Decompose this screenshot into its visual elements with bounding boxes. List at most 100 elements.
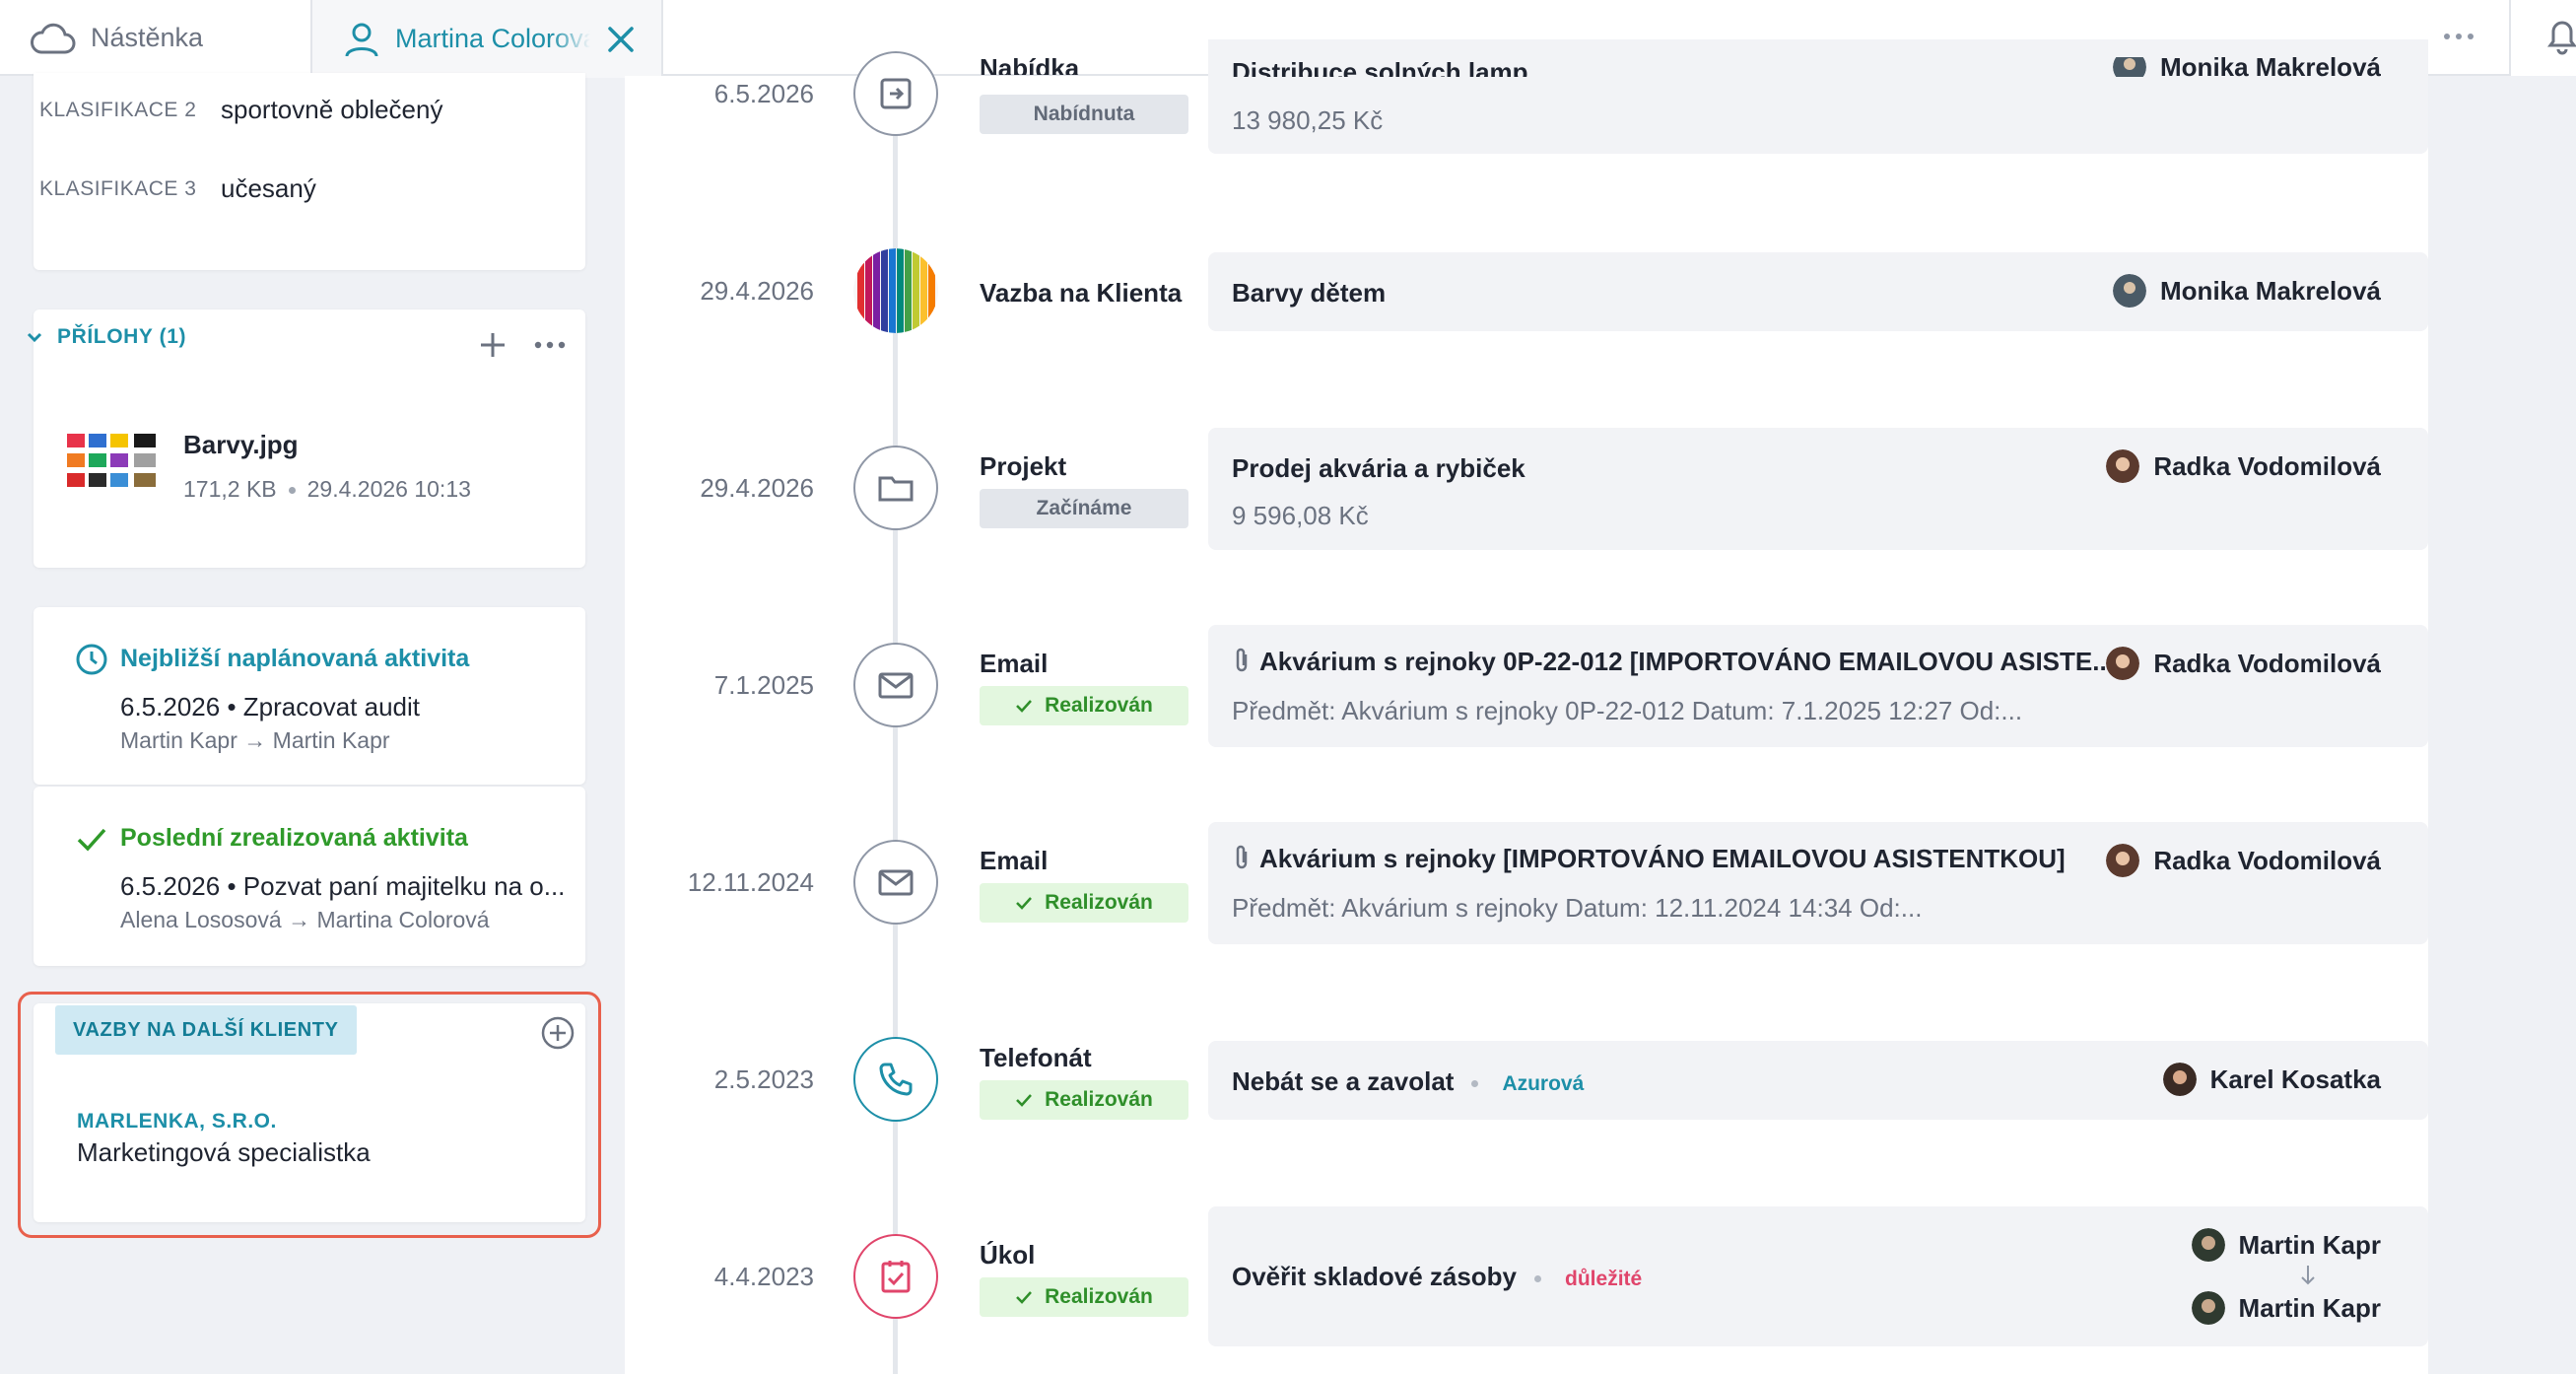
mail-icon [878,672,914,699]
avatar [2113,57,2147,77]
planned-activity-to: Martin Kapr [272,727,390,753]
relation-role: Marketingová specialistka [77,1137,371,1167]
attachment-file-name[interactable]: Barvy.jpg [183,430,299,459]
check-icon [1016,700,1033,713]
paperclip-icon [1236,648,1248,672]
add-circle-icon[interactable] [540,1015,576,1051]
right-background-strip [2428,76,2576,1374]
timeline-person-name: Karel Kosatka [2209,1064,2381,1094]
timeline-status: Realizován [980,1277,1188,1317]
timeline-card-title-text: Akvárium s rejnoky [IMPORTOVÁNO EMAILOVO… [1259,844,2066,873]
timeline-type: Nabídka [980,53,1080,75]
notifications-area [2509,0,2576,76]
folder-icon [878,476,914,502]
timeline-status: Realizován [980,1080,1188,1120]
timeline-status-label: Realizován [1045,891,1153,914]
more-horizontal-icon[interactable] [2442,20,2475,53]
last-activity-card[interactable] [34,787,585,966]
avatar [2191,1228,2225,1262]
classification-key: KLASIFIKACE 3 [39,176,197,200]
pencils-image-icon [853,248,938,333]
arrow-down-icon [2301,1266,2315,1285]
image-thumbnail-icon[interactable] [65,430,160,501]
timeline-tag: Azurová [1502,1072,1585,1095]
task-icon [881,1261,911,1293]
timeline-card[interactable]: Nebát se a zavolat Azurová Karel Kosatka [1208,1041,2428,1120]
timeline-card[interactable]: Barvy dětem Monika Makrelová [1208,252,2428,331]
relations-header: VAZBY NA DALŠÍ KLIENTY [55,1005,357,1055]
timeline-card[interactable]: Distribuce solných lamp 13 980,25 Kč Mon… [1208,39,2428,154]
avatar [2106,449,2140,483]
last-activity-text: Pozvat paní majitelku na o... [242,871,566,901]
classification-value: učesaný [221,173,316,203]
timeline-person-name: Monika Makrelová [2160,57,2381,77]
last-activity-date: 6.5.2026 [120,871,221,901]
attachments-header[interactable]: PŘÍLOHY (1) [24,325,186,349]
planned-activity-text: Zpracovat audit [242,692,420,721]
timeline-type: Úkol [980,1240,1036,1270]
timeline-person-name: Radka Vodomilová [2153,648,2381,678]
add-icon[interactable] [477,329,508,361]
timeline-card[interactable]: Akvárium s rejnoky 0P-22-012 [IMPORTOVÁN… [1208,625,2428,747]
user-icon [345,23,378,57]
timeline-person-name: Martin Kapr [2238,1229,2381,1260]
attachment-file-date: 29.4.2026 10:13 [306,476,471,502]
timeline-card-title: Distribuce solných lamp [1232,57,1528,77]
tab-client-detail[interactable]: Martina Colorová [310,0,663,78]
timeline-person: Radka Vodomilová [2106,844,2381,877]
offer-icon [880,78,912,109]
classification-row: KLASIFIKACE 3 učesaný [39,173,316,204]
timeline-node [853,248,938,333]
timeline-card-sub: 13 980,25 Kč [1232,105,1384,135]
planned-activity-card[interactable] [34,607,585,785]
planned-activity-title: Nejbližší naplánovaná aktivita [120,645,470,672]
more-horizontal-icon[interactable] [532,329,568,361]
avatar [2106,647,2140,680]
timeline-type: Vazba na Klienta [980,278,1183,308]
timeline-date: 6.5.2026 [713,79,814,108]
timeline-card-sub: Předmět: Akvárium s rejnoky 0P-22-012 Da… [1232,696,2023,725]
classification-card [34,73,585,270]
separator-dot [1471,1079,1479,1087]
timeline-person: Radka Vodomilová [2106,449,2381,483]
separator-dot [288,487,296,495]
timeline-status: Realizován [980,686,1188,725]
last-activity-line: 6.5.2026 • Pozvat paní majitelku na o... [120,871,566,901]
cloud-icon [31,23,76,53]
timeline-card[interactable]: Akvárium s rejnoky [IMPORTOVÁNO EMAILOVO… [1208,822,2428,944]
tab-client-label: Martina Colorová [395,24,590,53]
check-icon [1016,1094,1033,1107]
timeline-card-title-text: Nebát se a zavolat [1232,1066,1455,1096]
timeline-card-title: Nebát se a zavolat Azurová [1232,1066,1584,1097]
planned-activity-from: Martin Kapr [120,727,237,753]
classification-value: sportovně oblečený [221,95,443,124]
timeline-date: 29.4.2026 [700,473,814,503]
timeline-card-title: Ověřit skladové zásoby důležité [1232,1262,1642,1292]
timeline-status: Začínáme [980,489,1188,528]
bell-icon[interactable] [2544,16,2576,55]
timeline-card-title-text: Ověřit skladové zásoby [1232,1262,1518,1291]
avatar [2106,844,2140,877]
avatar [2162,1063,2197,1096]
timeline-card-title: Akvárium s rejnoky 0P-22-012 [IMPORTOVÁN… [1232,647,2114,677]
timeline-person: Martin Kapr [2191,1228,2381,1262]
timeline-type: Email [980,846,1049,875]
timeline-card[interactable]: Prodej akvária a rybiček 9 596,08 Kč Rad… [1208,428,2428,550]
tab-home[interactable]: Nástěnka [30,0,305,76]
mail-icon [878,869,914,896]
timeline-date: 4.4.2023 [713,1262,814,1291]
paperclip-icon [1236,845,1248,869]
timeline-date: 12.11.2024 [687,867,814,897]
avatar [2191,1291,2225,1325]
separator-dot [1534,1274,1542,1282]
timeline-card-sub: Předmět: Akvárium s rejnoky Datum: 12.11… [1232,893,1923,923]
relation-company[interactable]: MARLENKA, S.R.O. [77,1110,277,1133]
close-icon[interactable] [606,25,636,54]
timeline-type: Email [980,649,1049,678]
planned-activity-date: 6.5.2026 [120,692,221,721]
timeline-person: Karel Kosatka [2162,1063,2381,1096]
timeline-person: Martin Kapr [2191,1291,2381,1325]
timeline-card[interactable]: Ověřit skladové zásoby důležité Martin Ka… [1208,1206,2428,1346]
attachment-file-meta: 171,2 KB 29.4.2026 10:13 [183,476,471,503]
timeline-person-name: Radka Vodomilová [2153,845,2381,875]
